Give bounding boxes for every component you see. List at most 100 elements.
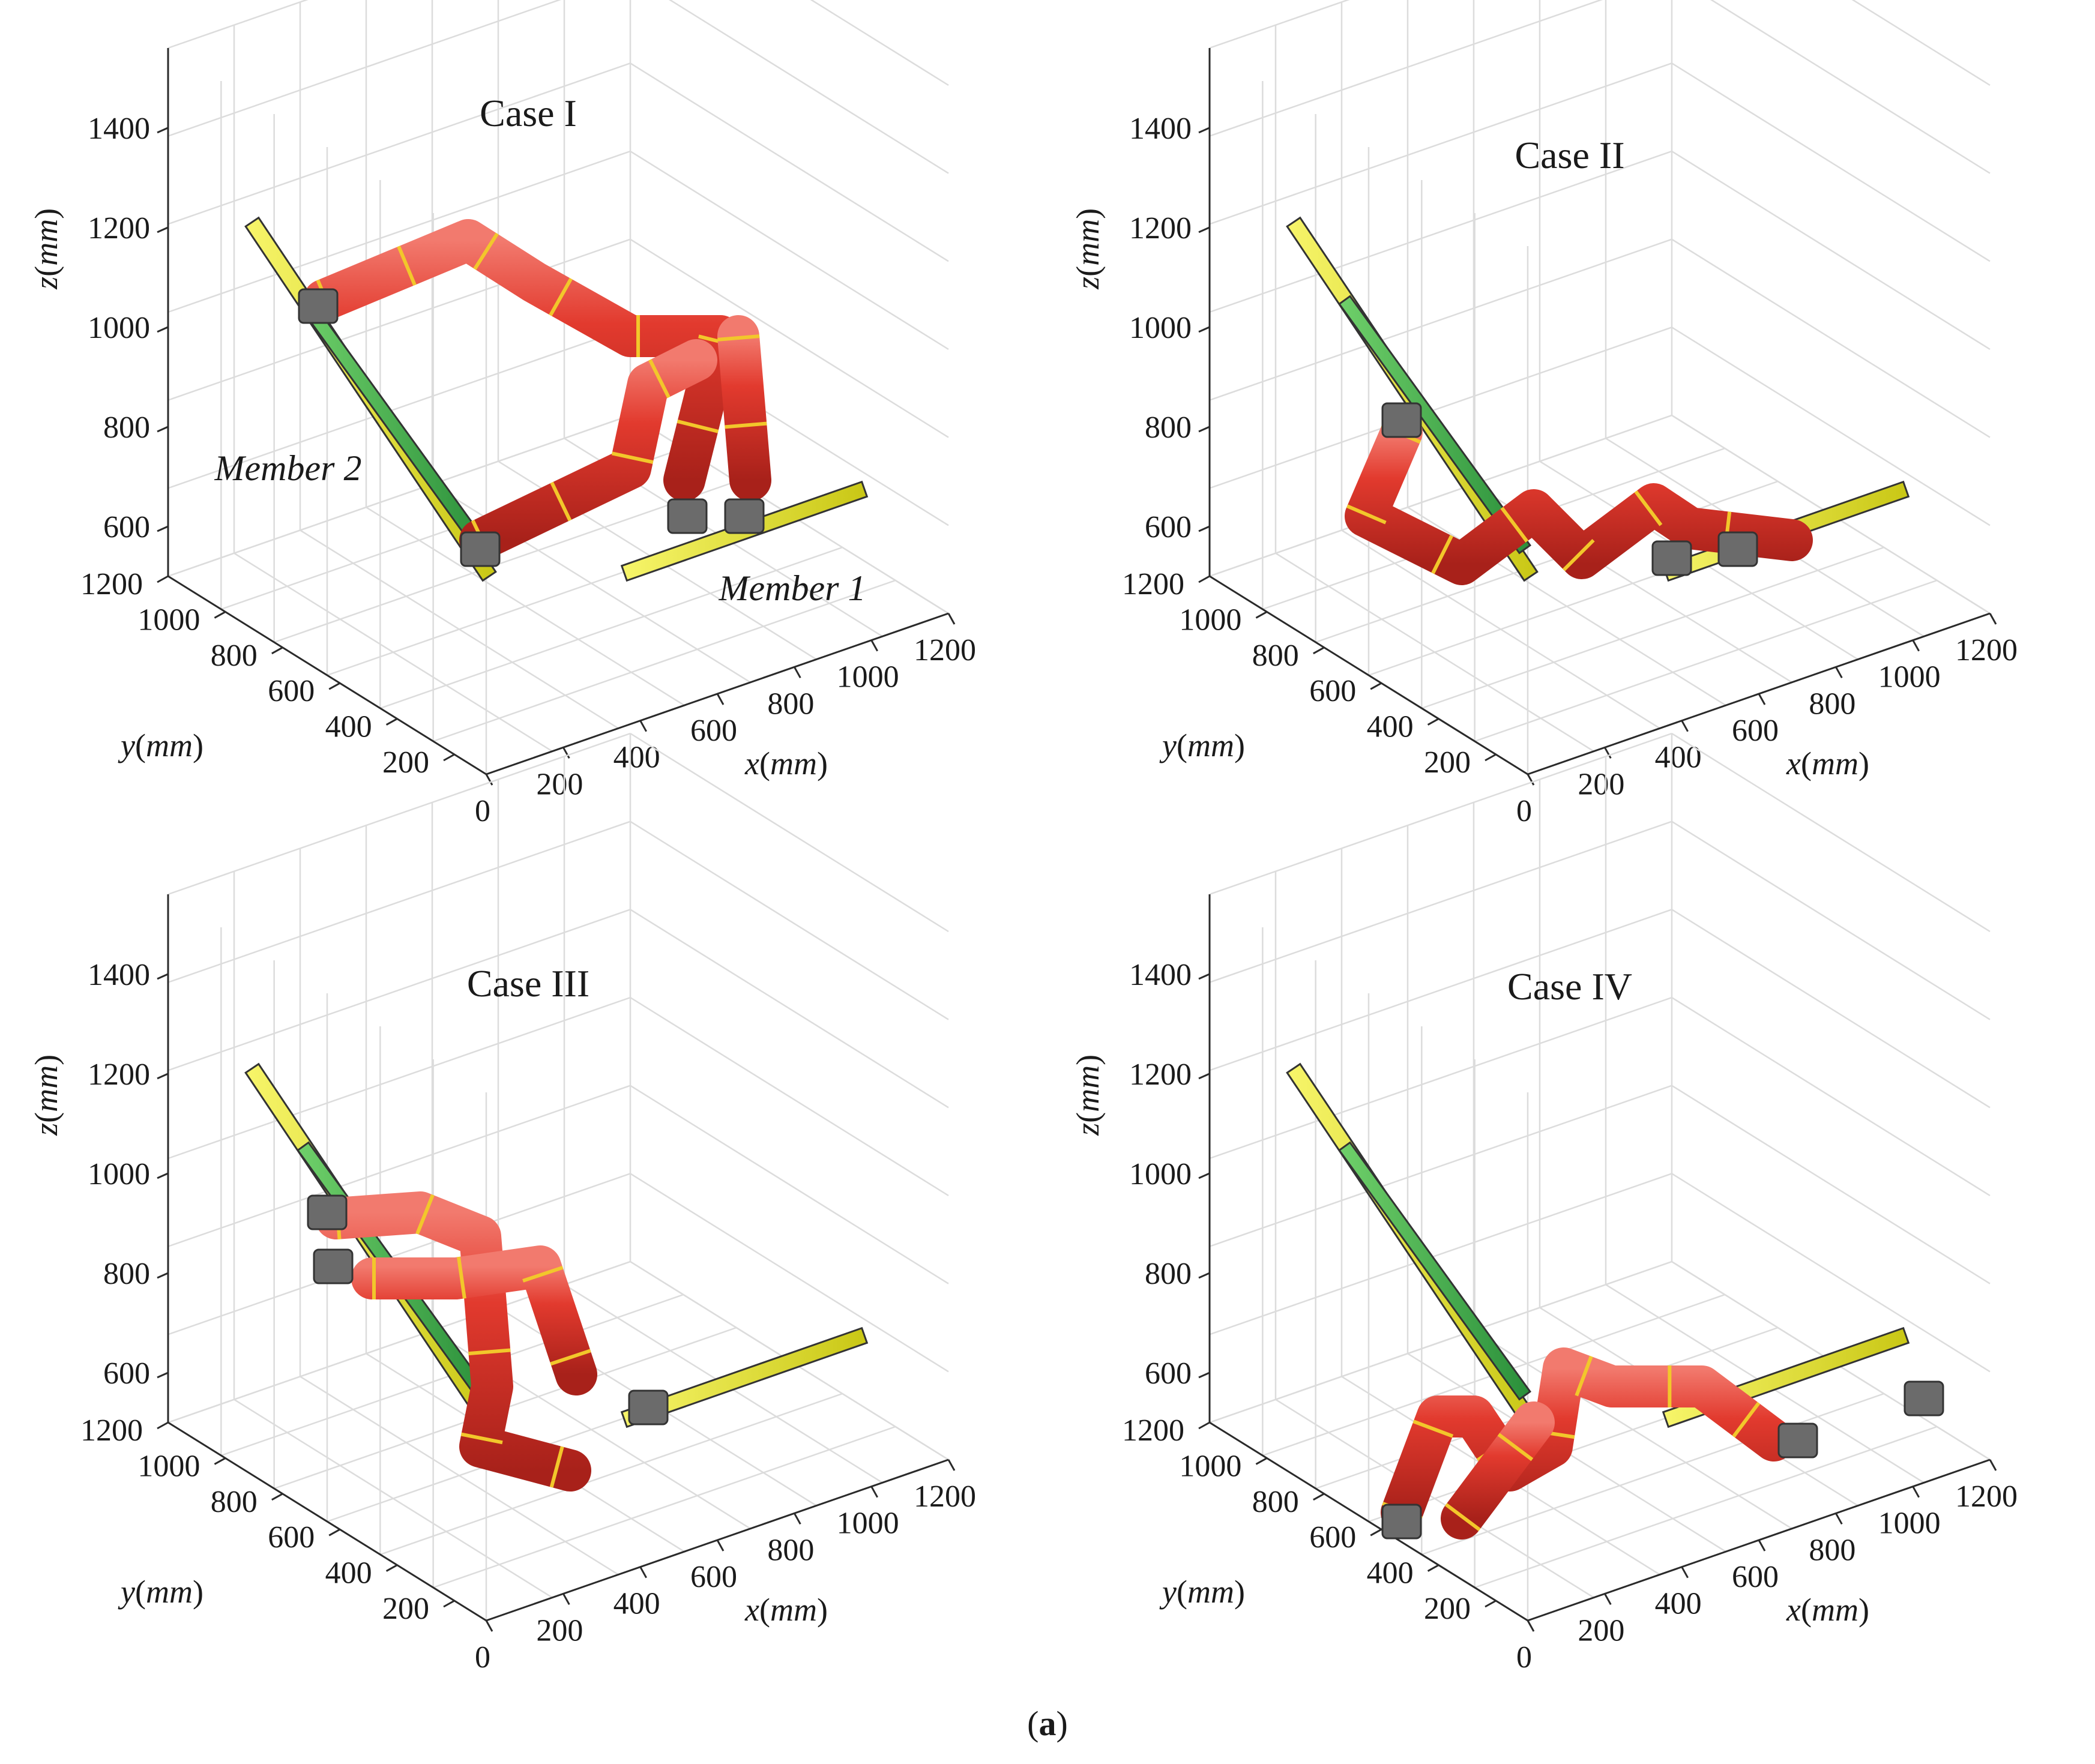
- y-tick-label: 600: [1309, 1520, 1356, 1555]
- y-axis-line: [167, 1421, 487, 1622]
- x-tick-label: 1200: [1955, 1480, 2018, 1514]
- x-tick-label: 1000: [837, 660, 899, 694]
- x-tick-label: 800: [767, 1533, 814, 1567]
- x-tick-label: 1000: [1878, 1507, 1941, 1541]
- y-tick-label: 1200: [1122, 567, 1184, 601]
- panel-title: Case III: [467, 962, 589, 1005]
- x-tick-label: 1200: [914, 633, 976, 667]
- robot-link-chain-1: [315, 1191, 591, 1492]
- y-tick-label: 800: [1252, 639, 1299, 673]
- y-tick-label: 400: [325, 710, 372, 744]
- y-tick-label: 600: [268, 674, 315, 708]
- x-tick-label: 1200: [914, 1480, 976, 1514]
- y-tick-label: 600: [1309, 674, 1356, 708]
- grid: [1208, 0, 1991, 775]
- x-axis-label: x(mm): [1786, 1592, 1869, 1628]
- x-tick-label: 0: [475, 1640, 490, 1675]
- z-tick-label: 600: [103, 1356, 150, 1391]
- y-axis-label: y(mm): [118, 727, 203, 763]
- robot-arm: [1381, 1347, 1795, 1540]
- x-tick-label: 600: [1732, 1560, 1779, 1594]
- gripper-icon: [628, 1389, 669, 1425]
- x-tick-label: 200: [1578, 767, 1624, 801]
- x-tick-label: 400: [1655, 741, 1702, 775]
- caption-label: a: [1038, 1704, 1057, 1743]
- figure-caption: (a): [1027, 1704, 1068, 1743]
- x-tick-label: 800: [1809, 687, 1855, 721]
- z-tick-label: 1200: [88, 211, 150, 245]
- panel-1: 0200400600800100012002004006008001000120…: [28, 0, 976, 828]
- y-tick-label: 600: [268, 1520, 315, 1555]
- z-tick-label: 1400: [88, 958, 150, 992]
- y-axis-label: y(mm): [1159, 727, 1245, 763]
- x-tick-label: 1200: [1955, 633, 2018, 667]
- y-tick-label: 400: [1367, 1556, 1414, 1591]
- panel-title: Case I: [480, 92, 577, 134]
- y-tick-label: 200: [382, 745, 429, 780]
- z-tick-label: 1400: [1129, 112, 1192, 146]
- y-axis-label: y(mm): [118, 1574, 203, 1610]
- gripper-icon: [313, 1248, 354, 1284]
- gripper-icon: [298, 288, 339, 324]
- y-tick-label: 800: [1252, 1485, 1299, 1519]
- panel-title: Case II: [1515, 134, 1624, 176]
- z-tick-label: 800: [1145, 1257, 1192, 1291]
- gripper-icon: [307, 1194, 348, 1230]
- axes: [167, 48, 949, 775]
- x-axis-label: x(mm): [744, 1592, 828, 1628]
- gripper-icon: [460, 531, 501, 567]
- annotation-member-1: Member 1: [719, 568, 866, 608]
- z-tick-label: 1200: [1129, 1058, 1192, 1092]
- gripper-icon: [724, 498, 765, 534]
- x-tick-label: 0: [475, 794, 490, 828]
- y-axis-line: [1209, 1421, 1528, 1622]
- gripper-icon: [1777, 1422, 1818, 1458]
- x-tick-label: 600: [690, 714, 737, 748]
- y-tick-label: 1200: [1122, 1413, 1184, 1448]
- y-tick-label: 400: [325, 1556, 372, 1591]
- z-tick-label: 800: [103, 1257, 150, 1291]
- z-tick-label: 600: [1145, 510, 1192, 544]
- y-tick-label: 1000: [137, 603, 200, 637]
- gripper-icon: [1381, 1504, 1422, 1540]
- y-tick-label: 1000: [1179, 1449, 1241, 1483]
- y-axis-line: [1209, 575, 1528, 775]
- tick-labels: 0200400600800100012002004006008001000120…: [1122, 112, 2018, 828]
- x-tick-label: 400: [613, 741, 660, 775]
- gripper-icon: [1717, 531, 1758, 567]
- robot-link-chain-1: [1345, 411, 1813, 585]
- x-tick-label: 600: [1732, 714, 1779, 748]
- robot-arm: [315, 1191, 597, 1492]
- annotation-member-2: Member 2: [214, 448, 362, 488]
- y-tick-label: 1200: [80, 567, 143, 601]
- member-1-bar: [620, 1326, 869, 1428]
- tick-labels: 0200400600800100012002004006008001000120…: [80, 958, 976, 1675]
- x-axis-label: x(mm): [1786, 745, 1869, 781]
- z-tick-label: 800: [103, 411, 150, 445]
- x-tick-label: 600: [690, 1560, 737, 1594]
- robot-link-chain-3: [717, 315, 771, 501]
- z-tick-label: 1200: [88, 1058, 150, 1092]
- z-axis-label: z(mm): [28, 1055, 64, 1136]
- z-axis-label: z(mm): [1070, 1055, 1106, 1136]
- robot-link-chain-1: [1381, 1347, 1795, 1534]
- y-tick-label: 200: [382, 1592, 429, 1626]
- y-axis-line: [167, 575, 487, 775]
- y-tick-label: 400: [1367, 710, 1414, 744]
- panel-3: 0200400600800100012002004006008001000120…: [28, 732, 976, 1675]
- members: [1286, 216, 1910, 582]
- z-tick-label: 600: [1145, 1356, 1192, 1391]
- x-tick-label: 800: [767, 687, 814, 721]
- panel-2: 0200400600800100012002004006008001000120…: [1070, 0, 2018, 828]
- z-axis-label: z(mm): [28, 208, 64, 290]
- panel-title: Case IV: [1507, 965, 1632, 1008]
- robot-link-chain-2: [1441, 1401, 1555, 1540]
- z-tick-label: 1000: [88, 311, 150, 345]
- y-tick-label: 800: [211, 639, 258, 673]
- member-2-grip-segment: [1337, 295, 1532, 555]
- grippers: [307, 1194, 669, 1425]
- grippers: [1381, 402, 1758, 576]
- y-tick-label: 200: [1424, 745, 1471, 780]
- x-tick-label: 1000: [837, 1507, 899, 1541]
- grid: [1208, 732, 1991, 1622]
